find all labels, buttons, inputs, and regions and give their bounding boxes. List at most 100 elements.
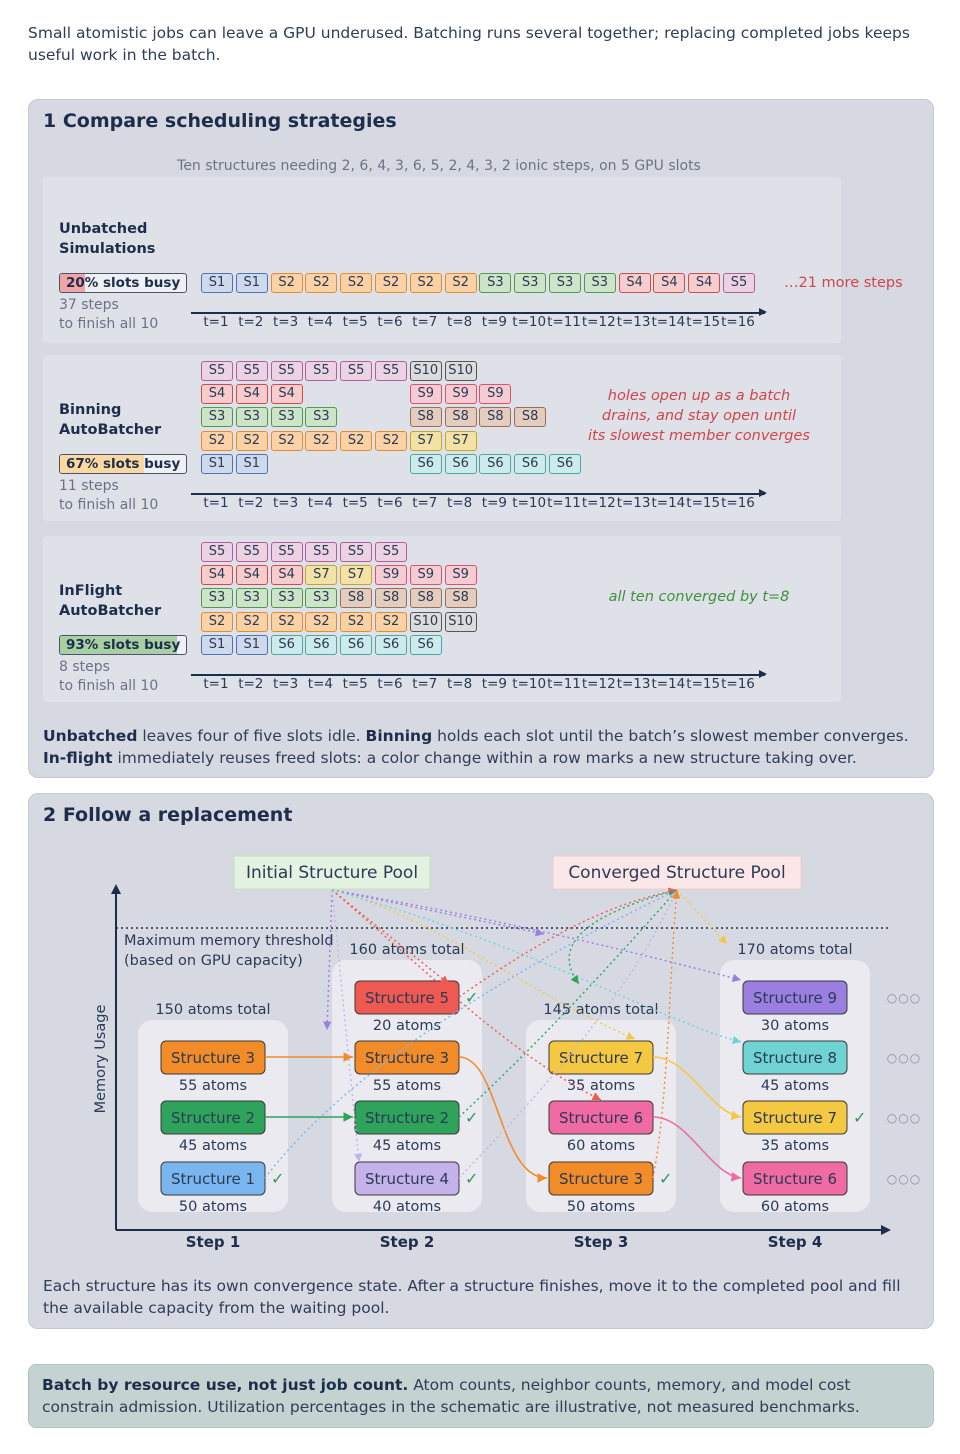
converged-check-icon: ✓ xyxy=(465,1169,478,1188)
steps-line: to finish all 10 xyxy=(59,678,159,694)
time-tick-label: t=14 xyxy=(651,495,686,511)
threshold-label: Maximum memory threshold xyxy=(124,933,334,949)
time-tick-label: t=9 xyxy=(481,495,507,511)
slot-cell-s5: S5 xyxy=(305,542,338,562)
structure-box xyxy=(548,1161,654,1196)
converged-check-icon: ✓ xyxy=(271,1169,284,1188)
slot-cell-s3: S3 xyxy=(549,273,581,293)
structure-atoms: 30 atoms xyxy=(761,1018,829,1034)
section2-caption: Each structure has its own convergence s… xyxy=(43,1277,901,1317)
time-tick-label: t=11 xyxy=(547,495,581,511)
time-tick-label: t=7 xyxy=(412,676,438,692)
steps-line: to finish all 10 xyxy=(59,316,159,332)
step-label: Step 1 xyxy=(186,1233,241,1251)
structure-atoms: 35 atoms xyxy=(761,1138,829,1154)
slot-cell-s7: S7 xyxy=(340,565,373,586)
time-axis xyxy=(191,490,767,496)
time-tick-label: t=10 xyxy=(512,676,547,692)
slot-cell-s4: S4 xyxy=(201,565,233,586)
y-axis-label: Memory Usage xyxy=(93,1005,109,1114)
time-tick-label: t=3 xyxy=(272,495,299,511)
time-tick-label: t=1 xyxy=(203,676,229,692)
slot-cell-s5: S5 xyxy=(340,361,373,381)
move-arrow xyxy=(652,1116,742,1182)
caption-text-3: immediately reuses freed slots: a color … xyxy=(112,749,857,767)
time-tick-label: t=16 xyxy=(721,314,755,330)
more-slots-icon: ○○○ xyxy=(887,1051,921,1065)
slot-cell-s10: S10 xyxy=(409,611,442,632)
busy-text: 20% slots busy xyxy=(66,275,181,291)
strategy-label: Unbatched Simulations xyxy=(59,219,155,259)
slot-cell-s6: S6 xyxy=(375,634,407,655)
slot-cell-s10: S10 xyxy=(444,611,477,632)
time-axis xyxy=(191,309,767,315)
strategy-note: all ten converged by t=8 xyxy=(608,589,790,605)
slot-cell-s6: S6 xyxy=(549,453,581,474)
slot-cell-s3: S3 xyxy=(583,273,616,293)
slot-cell-s9: S9 xyxy=(444,565,477,586)
time-tick-label: t=12 xyxy=(581,676,616,692)
unbatched-band xyxy=(43,177,841,343)
pool-flow-arrow xyxy=(331,889,742,982)
slot-cell-s2: S2 xyxy=(340,430,373,451)
slot-cell-s4: S4 xyxy=(688,273,721,293)
slot-cell-s6: S6 xyxy=(514,453,547,474)
time-tick-label: t=14 xyxy=(651,676,686,692)
structure-atoms: 45 atoms xyxy=(179,1138,247,1154)
slot-cell-s2: S2 xyxy=(375,430,407,451)
slot-cell-s5: S5 xyxy=(270,361,303,381)
converged-pool-label: Converged Structure Pool xyxy=(568,863,785,883)
time-tick-label: t=16 xyxy=(721,495,755,511)
slot-cell-s4: S4 xyxy=(653,273,686,293)
slot-cell-s6: S6 xyxy=(479,453,512,474)
strategy-label: Binning AutoBatcher xyxy=(59,400,161,440)
time-tick-label: t=1 xyxy=(203,495,229,511)
section1-subtitle: Ten structures needing 2, 6, 4, 3, 6, 5,… xyxy=(177,158,701,174)
slot-cell-s2: S2 xyxy=(340,273,373,293)
slot-cell-s5: S5 xyxy=(270,542,303,562)
slot-cell-s8: S8 xyxy=(409,407,442,428)
slot-cell-s5: S5 xyxy=(375,361,407,381)
slot-cell-s3: S3 xyxy=(305,588,338,609)
time-tick-label: t=3 xyxy=(272,676,299,692)
structure-name: Structure 1 xyxy=(171,1170,255,1188)
slot-cell-s5: S5 xyxy=(305,361,338,381)
pool-flow-arrow xyxy=(331,889,602,1101)
step-atoms-total: 170 atoms total xyxy=(737,942,852,958)
slot-cell-s1: S1 xyxy=(235,453,268,474)
structure-name: Structure 2 xyxy=(365,1109,449,1127)
slot-cell-s2: S2 xyxy=(340,611,373,632)
slot-cell-s7: S7 xyxy=(305,565,338,586)
converged-check-icon: ✓ xyxy=(659,1169,672,1188)
replacement-panel: 2 Follow a replacement Memory Usage Maxim… xyxy=(28,793,934,1329)
steps-line: 37 steps xyxy=(59,297,119,313)
pool-flow-arrow xyxy=(331,889,363,1163)
slot-cell-s2: S2 xyxy=(305,430,338,451)
slot-cell-s4: S4 xyxy=(235,384,268,405)
time-tick-label: t=4 xyxy=(307,676,333,692)
strategy-note: holes open up as a batch drains, and stay… xyxy=(579,386,819,446)
step-container xyxy=(332,960,482,1212)
threshold-label: (based on GPU capacity) xyxy=(124,953,303,969)
slot-cell-s1: S1 xyxy=(235,273,268,293)
slot-cell-s4: S4 xyxy=(270,384,303,405)
structure-name: Structure 3 xyxy=(365,1049,449,1067)
caption-inflight: In-flight xyxy=(43,749,113,767)
caption-text-2: holds each slot until the batch’s slowes… xyxy=(432,727,909,745)
slot-cell-s2: S2 xyxy=(235,611,268,632)
time-tick-label: t=7 xyxy=(412,314,438,330)
time-tick-label: t=3 xyxy=(272,314,299,330)
time-tick-label: t=13 xyxy=(616,495,651,511)
pool-flow-arrow xyxy=(331,889,545,937)
time-tick-label: t=8 xyxy=(446,495,473,511)
structure-box xyxy=(354,1161,460,1196)
slot-cell-s2: S2 xyxy=(270,611,303,632)
step-container xyxy=(720,960,870,1212)
note-line: holes open up as a batch xyxy=(607,388,791,404)
slot-cell-s10: S10 xyxy=(444,361,477,381)
slot-cell-s3: S3 xyxy=(305,407,338,428)
time-tick-label: t=16 xyxy=(721,676,755,692)
time-tick-label: t=9 xyxy=(481,314,507,330)
slot-cell-s9: S9 xyxy=(479,384,512,405)
structure-atoms: 20 atoms xyxy=(373,1018,441,1034)
